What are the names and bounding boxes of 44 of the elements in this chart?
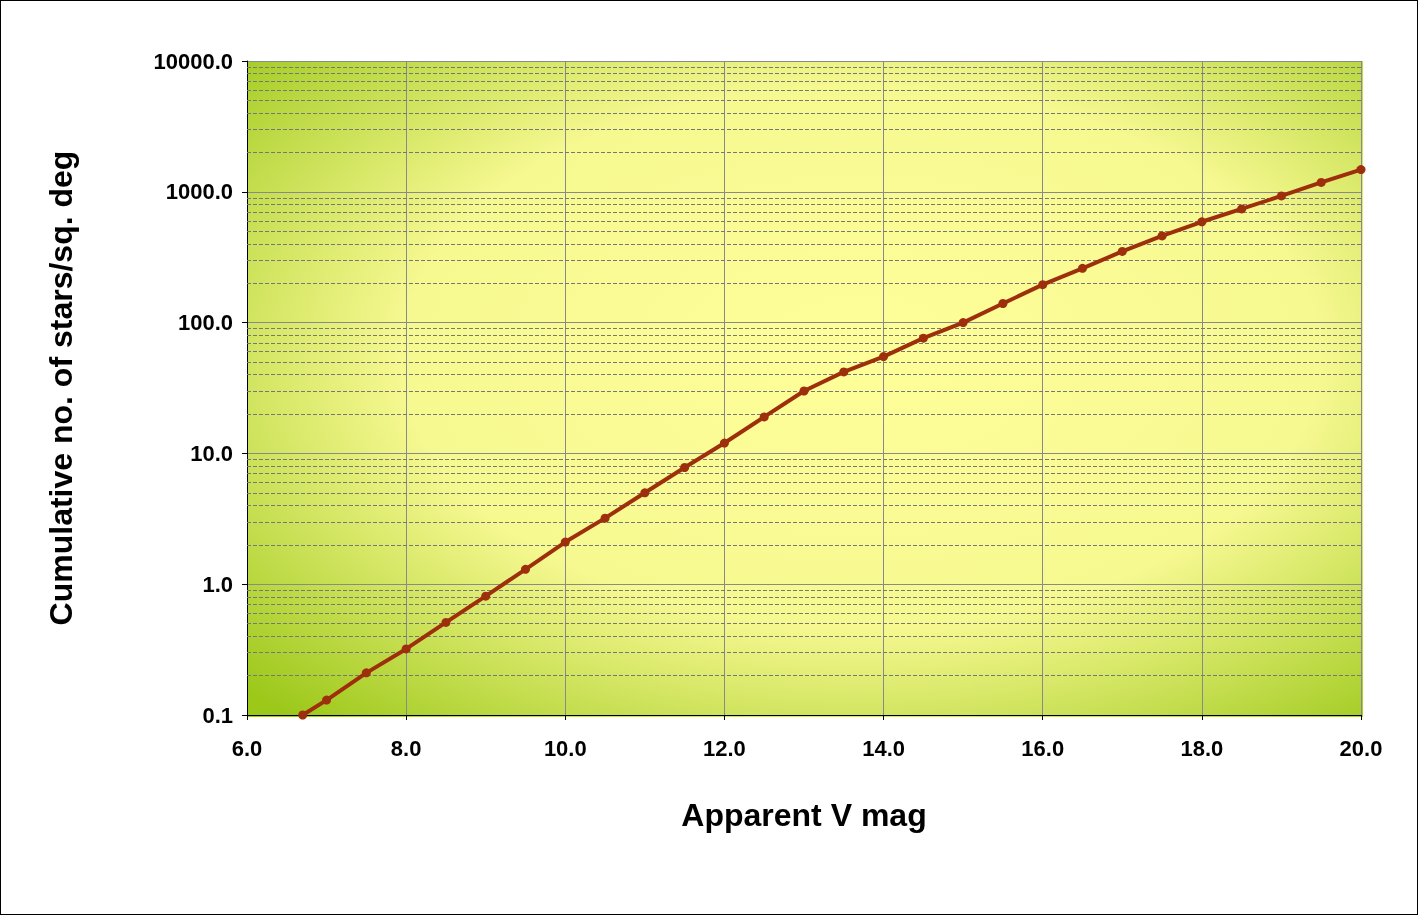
point <box>560 537 570 547</box>
point <box>298 710 308 720</box>
y-axis-title: Cumulative no. of stars/sq. deg <box>43 150 79 626</box>
point <box>1157 231 1167 241</box>
x-tick-label: 6.0 <box>231 735 263 761</box>
x-axis-title: Apparent V mag <box>681 797 927 833</box>
point <box>481 591 491 601</box>
point <box>799 386 809 396</box>
x-tick-label: 8.0 <box>390 735 422 761</box>
x-tick-label: 14.0 <box>862 735 905 761</box>
point <box>1237 204 1247 214</box>
point <box>1276 191 1286 201</box>
point <box>640 488 650 498</box>
point <box>1038 280 1048 290</box>
point <box>441 617 451 627</box>
point <box>719 438 729 448</box>
x-tick-label: 10.0 <box>543 735 587 761</box>
y-tick-label: 10.0 <box>190 440 233 466</box>
point <box>1117 246 1127 256</box>
point <box>1356 165 1366 175</box>
x-tick-label: 20.0 <box>1339 735 1383 761</box>
point <box>680 463 690 473</box>
point <box>600 513 610 523</box>
point <box>879 352 889 362</box>
y-tick-label: 1.0 <box>202 571 233 597</box>
y-tick-label: 10000.0 <box>153 48 233 74</box>
point <box>998 298 1008 308</box>
y-tick-label: 1000.0 <box>165 179 233 205</box>
point <box>918 333 928 343</box>
y-tick-label: 0.1 <box>202 702 233 728</box>
y-tick-label: 100.0 <box>177 310 233 336</box>
point <box>361 668 371 678</box>
x-tick-label: 16.0 <box>1021 735 1065 761</box>
point <box>839 367 849 377</box>
x-tick-label: 18.0 <box>1180 735 1224 761</box>
point <box>759 412 769 422</box>
point <box>958 318 968 328</box>
point <box>322 695 332 705</box>
x-tick-label: 12.0 <box>703 735 746 761</box>
point <box>1316 177 1326 187</box>
point <box>1078 263 1087 273</box>
point <box>521 564 530 574</box>
point <box>401 644 411 654</box>
point <box>1197 217 1207 227</box>
